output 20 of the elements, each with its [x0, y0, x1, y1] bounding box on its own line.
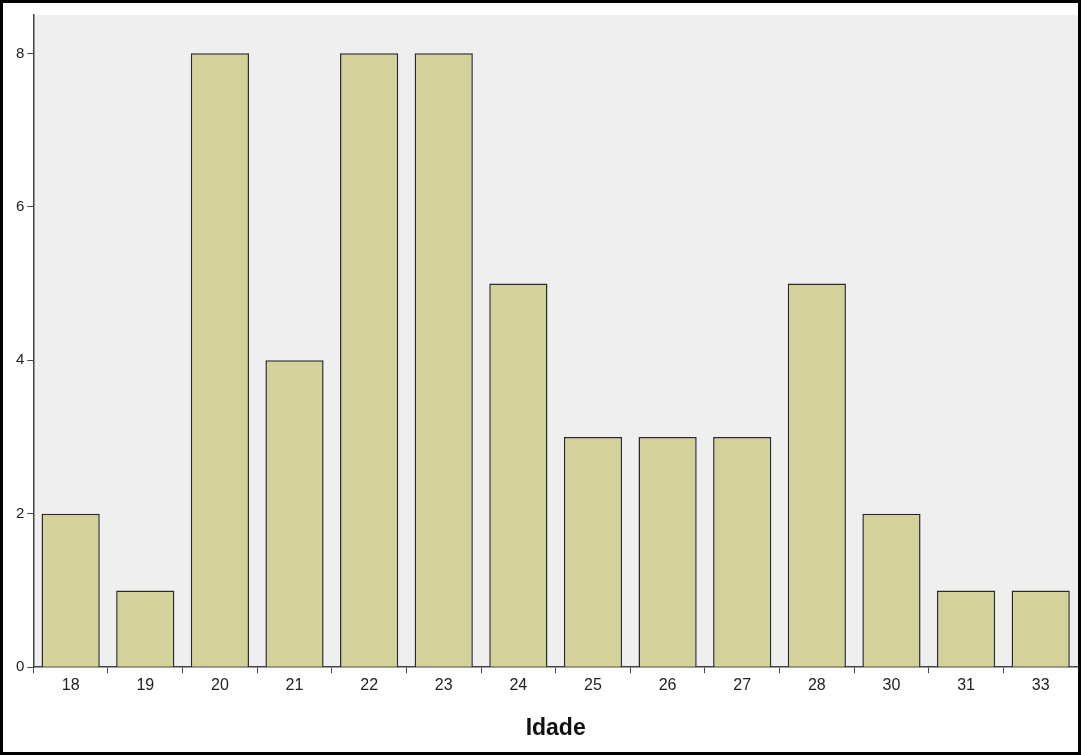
x-tick-label: 19 — [136, 676, 155, 694]
x-axis-title: Idade — [525, 713, 586, 740]
x-tick-label: 28 — [807, 676, 826, 694]
x-tick-label: 30 — [882, 676, 901, 694]
x-tick-label: 24 — [509, 676, 528, 694]
x-tick-label: 33 — [1031, 676, 1050, 694]
y-tick-label: 6 — [16, 196, 25, 214]
y-tick-label: 8 — [16, 43, 25, 61]
y-tick-label: 2 — [16, 503, 25, 521]
x-tick-label: 18 — [61, 676, 80, 694]
x-tick-label: 23 — [434, 676, 453, 694]
x-tick-label: 25 — [584, 676, 602, 694]
x-tick-label: 20 — [210, 676, 229, 694]
y-tick-label: 4 — [16, 350, 25, 368]
x-tick-label: 31 — [957, 676, 976, 694]
y-tick-label: 0 — [16, 657, 25, 675]
x-tick-label: 27 — [733, 676, 752, 694]
x-tick-label: 26 — [658, 676, 677, 694]
x-tick-label: 21 — [285, 676, 304, 694]
x-tick-label: 22 — [360, 676, 379, 694]
